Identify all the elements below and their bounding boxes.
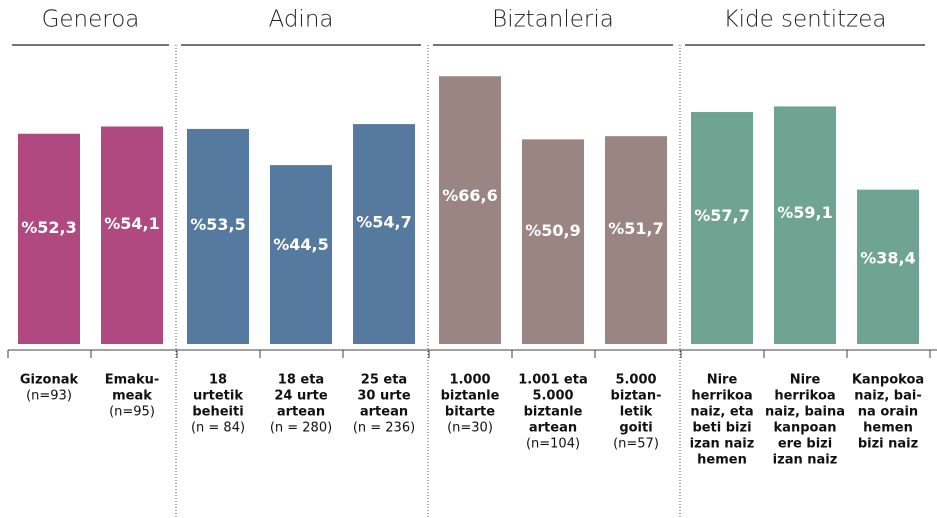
category-label: biztanle: [524, 405, 583, 420]
category-label: 25 eta: [361, 373, 407, 388]
category-label: 18 eta: [278, 373, 324, 388]
category-label: Nire: [707, 373, 738, 388]
category-label: 24 urte: [274, 389, 327, 404]
category-label: 18: [209, 373, 227, 388]
category-count: (n = 84): [191, 421, 245, 436]
category-count: (n=57): [613, 437, 659, 452]
value-label: %51,7: [608, 219, 664, 238]
category-count: (n=95): [109, 405, 155, 420]
category-label: herrikoa: [691, 389, 752, 404]
category-label: bizi naiz: [858, 437, 918, 452]
bar: [101, 126, 163, 344]
category-label: meak: [112, 389, 152, 404]
category-label: Gizonak: [20, 373, 79, 388]
category-count: (n=104): [526, 437, 580, 452]
value-label: %59,1: [777, 203, 833, 222]
category-label: Kanpokoa: [852, 373, 924, 388]
bar: [605, 136, 667, 344]
category-label: naiz, bai-: [854, 389, 921, 404]
category-label: izan naiz: [690, 437, 755, 452]
category-count: (n = 280): [270, 421, 332, 436]
category-label: 1.001 eta: [518, 373, 587, 388]
group-title: Generoa: [42, 7, 140, 33]
category-count: (n=30): [447, 421, 493, 436]
bar: [691, 112, 753, 345]
value-label: %54,1: [104, 214, 160, 233]
group-title: Kide sentitzea: [724, 7, 887, 33]
category-label: artean: [360, 405, 408, 420]
category-label: 5.000: [615, 373, 656, 388]
bar: [439, 76, 501, 344]
bar: [857, 189, 919, 344]
category-label: hemen: [863, 421, 913, 436]
bar: [774, 106, 836, 344]
category-count: (n=93): [26, 389, 72, 404]
bar: [187, 128, 249, 344]
group-title: Adina: [269, 7, 334, 33]
category-label: goiti: [619, 421, 652, 436]
category-label: 30 urte: [357, 389, 410, 404]
category-label: Nire: [790, 373, 821, 388]
category-label: letik: [620, 405, 653, 420]
category-label: artean: [529, 421, 577, 436]
category-label: biztan-: [611, 389, 662, 404]
category-label: ere bizi: [778, 437, 832, 452]
category-label: urtetik: [193, 389, 243, 404]
category-label: naiz, baina: [765, 405, 845, 420]
value-label: %53,5: [190, 215, 246, 234]
value-label: %38,4: [860, 249, 916, 268]
category-label: 5.000: [532, 389, 573, 404]
value-label: %57,7: [694, 206, 750, 225]
value-label: %50,9: [525, 221, 581, 240]
category-label: na orain: [858, 405, 918, 420]
category-label: izan naiz: [773, 453, 838, 468]
category-label: artean: [277, 405, 325, 420]
category-label: bitarte: [445, 405, 495, 420]
bar: [270, 165, 332, 344]
category-label: kanpoan: [774, 421, 837, 436]
category-label: Emaku-: [105, 373, 160, 388]
category-label: beti bizi: [692, 421, 751, 436]
bar: [18, 133, 80, 344]
group-title: Biztanleria: [492, 7, 614, 33]
value-label: %66,6: [442, 186, 498, 205]
category-label: herrikoa: [774, 389, 835, 404]
category-label: beheiti: [192, 405, 243, 420]
category-label: hemen: [697, 453, 747, 468]
category-label: biztanle: [441, 389, 500, 404]
category-label: 1.000: [449, 373, 490, 388]
bar: [522, 139, 584, 344]
category-label: naiz, eta: [690, 405, 753, 420]
bar: [353, 124, 415, 344]
value-label: %44,5: [273, 235, 329, 254]
category-count: (n = 236): [353, 421, 415, 436]
value-label: %54,7: [356, 213, 412, 232]
value-label: %52,3: [21, 218, 77, 237]
